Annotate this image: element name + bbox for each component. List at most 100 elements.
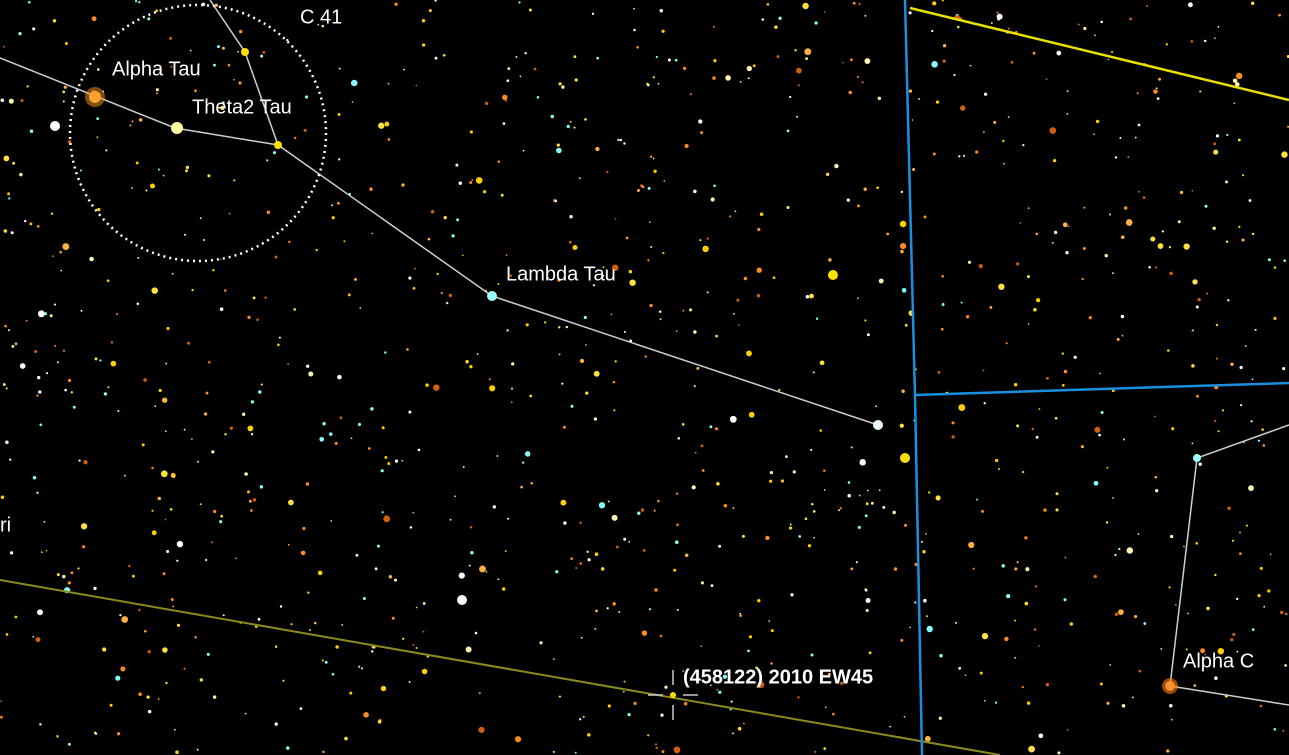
star — [1002, 139, 1005, 143]
star — [641, 185, 645, 189]
star — [505, 254, 508, 256]
star — [1126, 547, 1134, 554]
star — [1083, 26, 1087, 31]
star — [434, 0, 437, 2]
star — [909, 626, 911, 629]
star — [474, 631, 478, 635]
star — [478, 692, 481, 695]
star — [194, 89, 197, 93]
star — [788, 526, 793, 530]
star — [343, 240, 346, 243]
star — [1170, 718, 1173, 721]
star — [710, 584, 714, 587]
star — [648, 608, 652, 611]
star — [1073, 355, 1077, 359]
star — [335, 645, 339, 649]
star-label: Alpha C — [1183, 650, 1254, 672]
star — [1283, 259, 1286, 263]
star — [870, 501, 874, 505]
star — [657, 499, 660, 503]
star — [175, 750, 179, 754]
star — [191, 288, 194, 292]
star — [257, 617, 261, 621]
star — [864, 514, 868, 518]
star — [595, 146, 600, 152]
star — [814, 21, 818, 25]
star — [471, 179, 474, 181]
star — [1267, 589, 1271, 593]
star — [89, 256, 94, 262]
star — [1179, 190, 1184, 195]
star — [5, 633, 9, 636]
star — [828, 258, 832, 262]
star — [579, 358, 585, 364]
star — [212, 269, 215, 272]
star — [554, 199, 558, 203]
star — [594, 552, 599, 556]
star — [1035, 232, 1039, 236]
star — [682, 66, 687, 71]
star — [166, 326, 170, 331]
star — [663, 180, 666, 182]
star — [336, 201, 340, 205]
star — [1014, 619, 1017, 622]
star — [579, 718, 582, 721]
star — [56, 735, 59, 738]
star — [360, 667, 364, 670]
star — [506, 329, 509, 332]
star — [746, 65, 752, 72]
star — [932, 1, 937, 6]
star — [1213, 142, 1217, 146]
star — [572, 244, 578, 251]
star — [1193, 684, 1197, 687]
star — [923, 598, 927, 603]
star — [211, 541, 214, 544]
star — [1153, 89, 1158, 94]
star — [417, 448, 421, 452]
star — [823, 469, 826, 473]
star — [748, 411, 755, 418]
star — [856, 297, 859, 300]
star — [1269, 553, 1272, 556]
star — [106, 279, 110, 283]
star — [1119, 137, 1122, 139]
star — [165, 681, 168, 685]
star — [1014, 567, 1018, 571]
star — [331, 204, 334, 207]
star — [1232, 78, 1238, 83]
star — [552, 750, 555, 753]
star — [25, 319, 28, 322]
star — [197, 63, 200, 66]
star — [233, 179, 236, 182]
star — [199, 678, 204, 682]
star — [89, 91, 101, 103]
star — [593, 417, 598, 421]
star — [157, 168, 160, 171]
star — [524, 451, 531, 457]
star — [337, 113, 341, 116]
star — [935, 495, 941, 501]
star — [187, 341, 191, 345]
star — [1043, 508, 1047, 512]
star — [469, 181, 473, 184]
star — [80, 523, 88, 530]
star — [394, 2, 398, 6]
star — [911, 119, 914, 121]
star — [1198, 462, 1202, 466]
star — [968, 541, 975, 549]
star — [509, 274, 513, 277]
star — [769, 479, 773, 483]
star — [77, 567, 80, 570]
star — [998, 283, 1005, 290]
star — [983, 402, 986, 405]
star — [262, 51, 266, 54]
star — [558, 353, 561, 356]
star — [972, 567, 975, 570]
star-label: Theta2 Tau — [192, 96, 292, 118]
star — [812, 510, 816, 513]
star — [488, 378, 491, 381]
star — [524, 51, 527, 55]
star — [228, 212, 231, 215]
star — [468, 564, 471, 567]
star — [1057, 751, 1061, 755]
